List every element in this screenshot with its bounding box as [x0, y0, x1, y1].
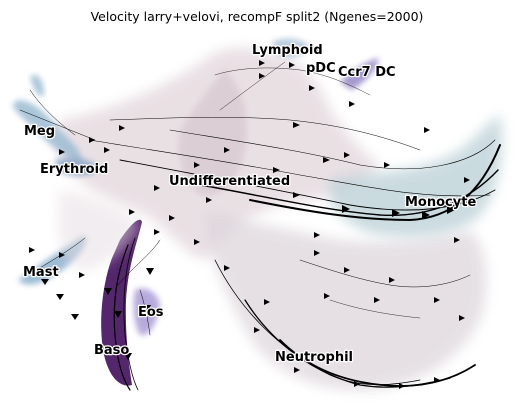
label-erythroid: Erythroid	[40, 162, 108, 177]
velocity-arrowheads	[29, 47, 470, 389]
label-eos: Eos	[138, 305, 164, 320]
cluster-labels: Lymphoid pDC Ccr7 DC Meg Erythroid Undif…	[22, 42, 478, 367]
chart-title: Velocity larry+velovi, recompF split2 (N…	[91, 9, 424, 24]
cloud-pdc	[340, 58, 379, 90]
label-meg: Meg	[24, 124, 55, 139]
label-ccr7-dc: Ccr7 DC	[338, 65, 396, 80]
label-pdc: pDC	[306, 61, 336, 76]
cloud-left-haze	[58, 190, 140, 270]
cloud-baso	[101, 219, 142, 386]
cloud-meg-tip	[30, 74, 44, 97]
label-mast: Mast	[23, 265, 59, 280]
cloud-eos	[133, 288, 160, 336]
label-neutrophil: Neutrophil	[275, 350, 353, 365]
label-monocyte: Monocyte	[405, 195, 476, 210]
velocity-streamlines	[19, 61, 501, 391]
cell-clouds	[13, 38, 502, 391]
cloud-meg	[13, 100, 82, 162]
label-baso: Baso	[94, 343, 129, 358]
label-undifferentiated: Undifferentiated	[169, 174, 290, 189]
cloud-monocyte	[330, 115, 502, 237]
cloud-lymphoid	[272, 38, 310, 58]
cloud-erythroid	[55, 157, 100, 176]
label-lymphoid: Lymphoid	[252, 43, 323, 58]
cloud-neutrophil	[205, 210, 487, 391]
